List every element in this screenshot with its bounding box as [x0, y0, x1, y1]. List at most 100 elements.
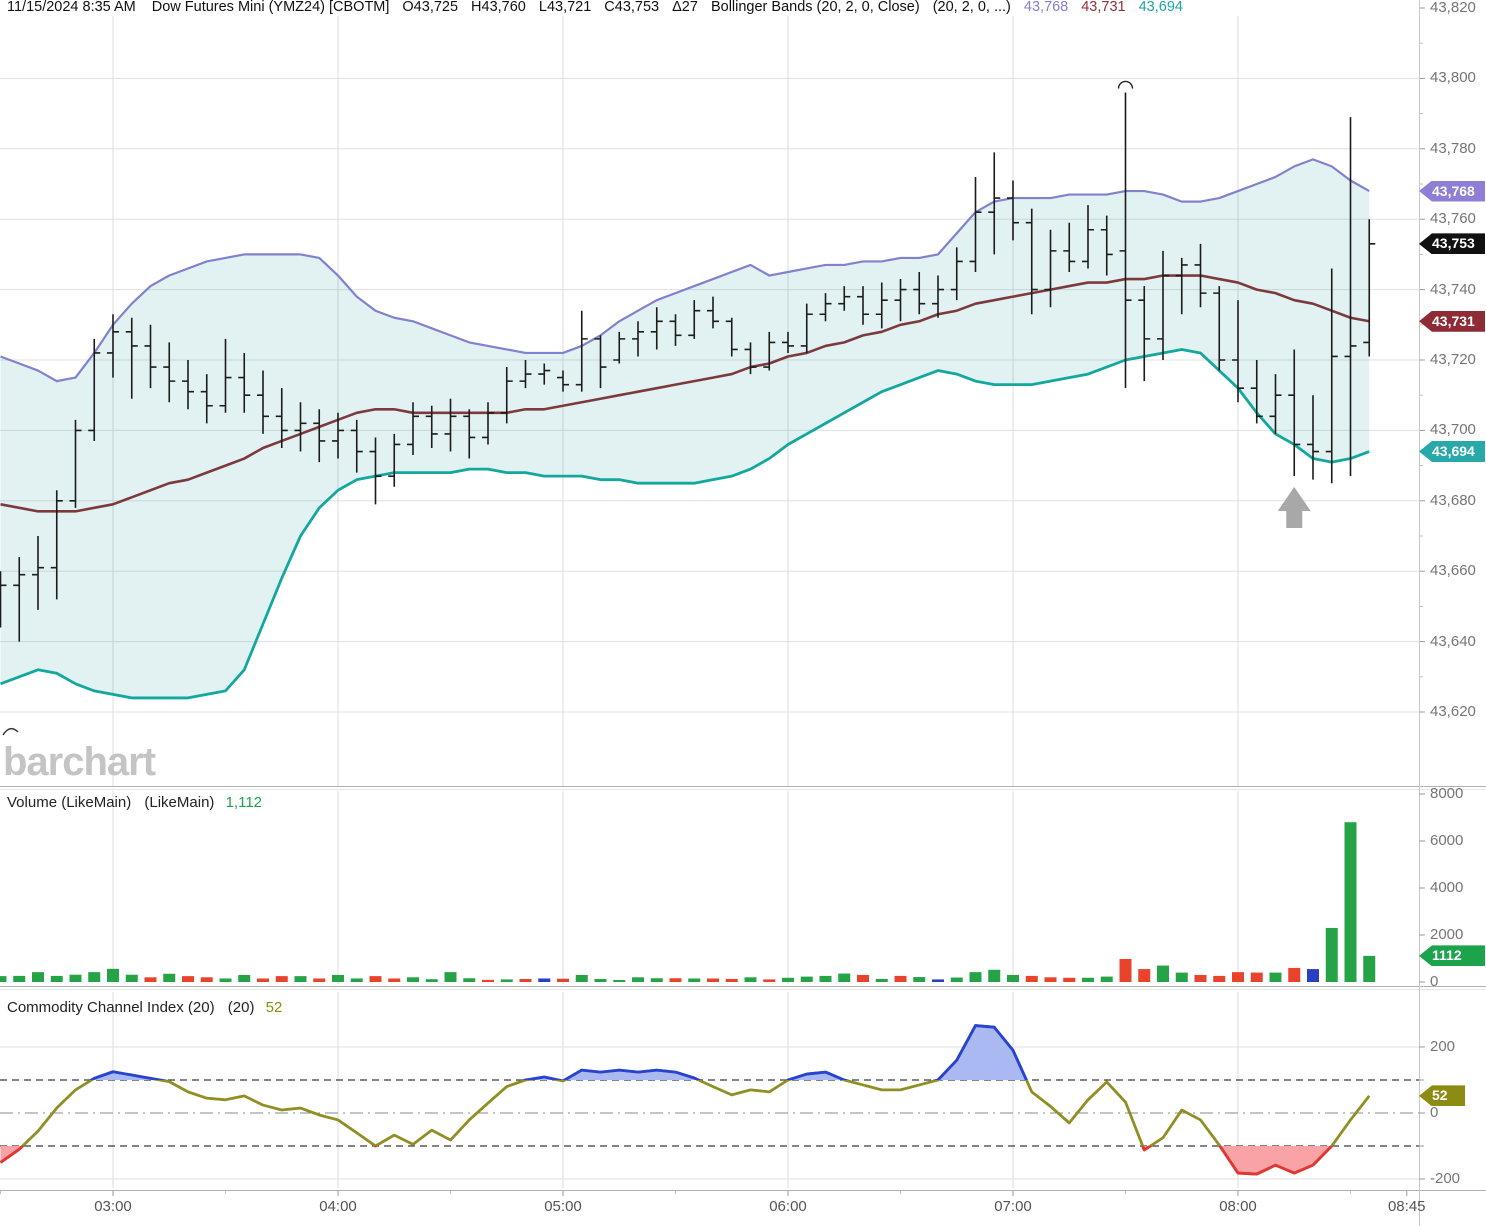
volume-bar [350, 978, 363, 982]
volume-bar [1288, 967, 1301, 982]
volume-bars[interactable] [0, 822, 1376, 982]
volume-bar [13, 975, 26, 982]
volume-bar [557, 978, 569, 982]
price-badge: 43,753 [1419, 233, 1485, 255]
bollinger-upper-band-line [0, 158, 1370, 383]
price-badge: 43,694 [1419, 441, 1485, 463]
volume-bar [857, 974, 869, 982]
volume-bar [463, 978, 476, 982]
volume-bar [1044, 977, 1057, 982]
header-study-params: (20, 2, 0, ...) [932, 0, 1011, 15]
volume-bar [782, 977, 794, 982]
price-axis-label: 43,680 [1430, 491, 1476, 509]
cci-line [0, 1024, 1371, 1176]
ohlc-price-bars[interactable] [0, 92, 1376, 642]
volume-bar [1138, 969, 1151, 982]
volume-bar [144, 977, 157, 982]
bollinger-lower-band-line [0, 348, 1370, 700]
cci-badge: 52 [1419, 1085, 1465, 1107]
volume-bar [500, 979, 513, 982]
price-axis-label: 43,820 [1430, 0, 1476, 16]
volume-bar [1119, 958, 1132, 982]
price-axis-label: 43,700 [1430, 421, 1476, 439]
volume-bar [0, 976, 7, 982]
volume-bar [932, 979, 944, 982]
volume-bar [1363, 955, 1376, 982]
cci-overbought-fill [0, 1025, 1370, 1080]
volume-bar [1175, 972, 1188, 982]
cci-axis-label: -200 [1430, 1170, 1461, 1187]
volume-bar [200, 977, 213, 982]
volume-bar [294, 976, 307, 982]
volume-bar [1269, 972, 1282, 982]
volume-bar [650, 978, 663, 982]
header-bb-upper-value: 43,768 [1023, 0, 1069, 15]
volume-bar [219, 978, 232, 982]
volume-bar [388, 978, 401, 982]
time-axis-label: 08:45 [1387, 1198, 1426, 1215]
volume-axis-label: 6000 [1430, 832, 1464, 849]
cci-title-param: (20) [227, 999, 255, 1016]
time-axis-label: 05:00 [544, 1198, 582, 1215]
volume-current-value: 1,112 [225, 794, 263, 811]
time-axis-label: 04:00 [319, 1198, 357, 1215]
volume-bar [538, 978, 551, 982]
time-axis-label: 03:00 [94, 1198, 132, 1215]
cci-axis-label: 0 [1430, 1104, 1439, 1121]
volume-bar [482, 979, 494, 982]
header-bb-lower-value: 43,694 [1138, 0, 1183, 15]
volume-bar [1307, 969, 1319, 982]
price-axis-label: 43,660 [1430, 562, 1476, 580]
time-axis-label: 07:00 [994, 1198, 1032, 1215]
cci-axis-label: 200 [1430, 1038, 1456, 1055]
volume-bar [313, 978, 326, 982]
header-datetime: 11/15/2024 8:35 AM [7, 0, 136, 15]
bollinger-band-fill [0, 159, 1370, 698]
cci-oversold-fill [0, 1146, 1370, 1175]
price-axis-label: 43,800 [1430, 69, 1476, 87]
volume-bar [613, 980, 626, 982]
price-axis-label: 43,640 [1430, 632, 1476, 650]
volume-bar [1213, 975, 1226, 982]
price-axis-label: 43,720 [1430, 351, 1476, 368]
cci-line-overbought-segment [88, 1024, 1028, 1080]
spike-arc-marker [1117, 80, 1134, 89]
price-axis-label: 43,620 [1430, 703, 1476, 720]
price-axis-label: 43,760 [1430, 210, 1476, 228]
volume-title-text: Volume (LikeMain) [7, 794, 132, 811]
volume-bar [107, 968, 119, 982]
volume-bar [1344, 822, 1357, 982]
volume-bar [800, 976, 813, 982]
cci-title-text: Commodity Channel Index (20) [7, 999, 215, 1016]
volume-bar [707, 978, 719, 982]
volume-bar [257, 978, 269, 982]
gridlines [0, 7, 1425, 1196]
volume-bar [819, 975, 832, 982]
watermark-swoosh-icon [2, 727, 19, 736]
volume-bar [1157, 965, 1169, 982]
volume-bar [594, 978, 607, 982]
volume-bar [744, 977, 757, 982]
price-axis-label: 43,780 [1430, 139, 1476, 157]
volume-panel-title: Volume (LikeMain) (LikeMain) 1,112 [7, 794, 262, 811]
volume-bar [32, 972, 44, 982]
volume-bar [950, 977, 963, 982]
header-close: C43,753 [604, 0, 660, 15]
volume-bar [763, 979, 776, 982]
volume-bar [913, 977, 926, 982]
volume-bar [275, 976, 288, 982]
volume-bar [969, 972, 982, 982]
volume-bar [575, 974, 588, 982]
volume-bar [407, 977, 419, 982]
time-axis-label: 06:00 [769, 1198, 807, 1215]
header-high: H43,760 [471, 0, 526, 15]
volume-bar [894, 975, 907, 982]
cci-current-value: 52 [265, 999, 283, 1016]
up-arrow-annotation-icon[interactable] [1277, 487, 1311, 528]
header-bb-mid-value: 43,731 [1081, 0, 1126, 15]
volume-bar [1007, 974, 1019, 982]
cci-line-oversold-segment [0, 1146, 1334, 1176]
header-low: L43,721 [538, 0, 592, 15]
